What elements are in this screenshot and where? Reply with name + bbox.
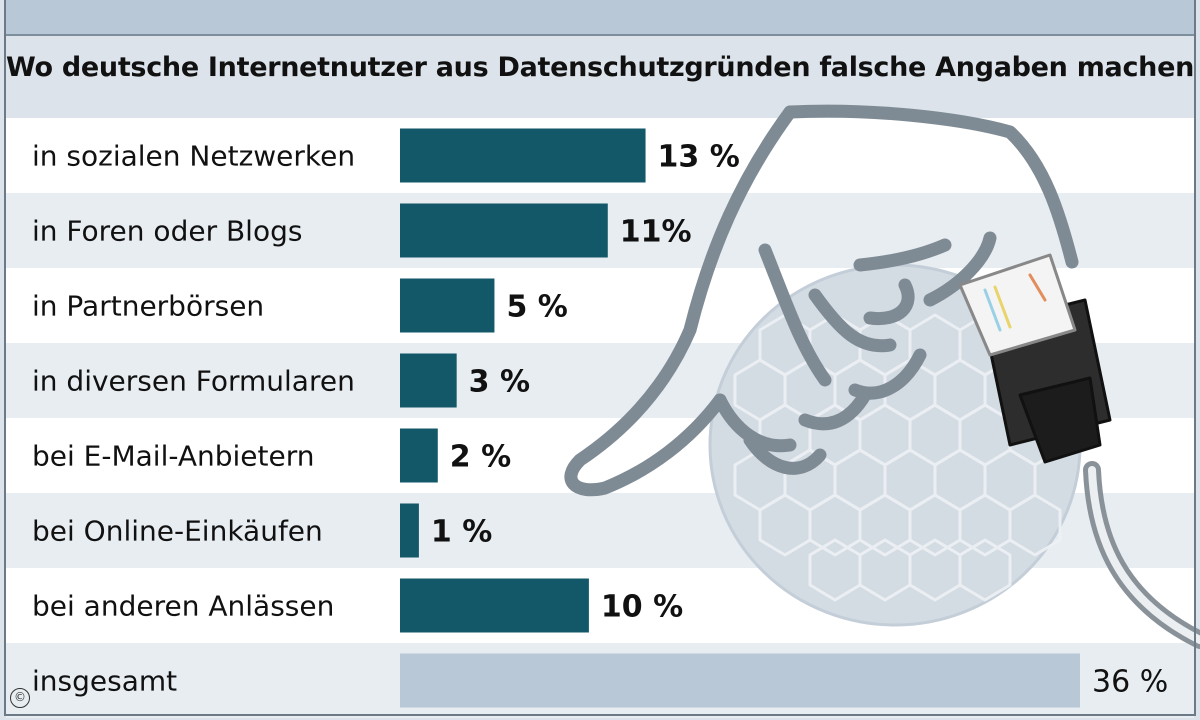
category-label: bei E-Mail-Anbietern bbox=[32, 440, 315, 473]
bar bbox=[400, 353, 457, 408]
value-label: 1 % bbox=[431, 515, 492, 550]
bars: in sozialen Netzwerken 13 % in Foren oder … bbox=[32, 128, 1168, 708]
title-banner bbox=[4, 0, 1196, 36]
bar bbox=[400, 428, 438, 483]
value-label: 13 % bbox=[658, 140, 740, 175]
value-label: 3 % bbox=[469, 365, 530, 400]
category-label: bei anderen Anlässen bbox=[32, 590, 334, 623]
value-label: 10 % bbox=[601, 590, 683, 625]
bar-total bbox=[400, 653, 1080, 708]
value-label: 2 % bbox=[450, 440, 511, 475]
value-label: 36 % bbox=[1092, 665, 1168, 700]
network-cable-icon bbox=[958, 253, 1200, 649]
chart-subtitle: Wo deutsche Internetnutzer aus Datenschu… bbox=[5, 52, 1195, 83]
category-label: in Foren oder Blogs bbox=[32, 215, 302, 248]
hand-icon bbox=[564, 104, 1079, 497]
bar bbox=[400, 203, 608, 258]
value-label: 11% bbox=[620, 215, 692, 250]
copyright-icon: © bbox=[10, 688, 30, 708]
category-label: in Partnerbörsen bbox=[32, 290, 264, 323]
category-label: in diversen Formularen bbox=[32, 365, 355, 398]
network-cable-hand-illustration bbox=[564, 104, 1200, 649]
category-label: insgesamt bbox=[32, 665, 177, 698]
bar bbox=[400, 128, 646, 183]
category-label: bei Online-Einkäufen bbox=[32, 515, 323, 548]
value-label: 5 % bbox=[506, 290, 567, 325]
bar bbox=[400, 503, 419, 558]
bar bbox=[400, 278, 495, 333]
category-label: in sozialen Netzwerken bbox=[32, 140, 355, 173]
bar bbox=[400, 578, 589, 633]
